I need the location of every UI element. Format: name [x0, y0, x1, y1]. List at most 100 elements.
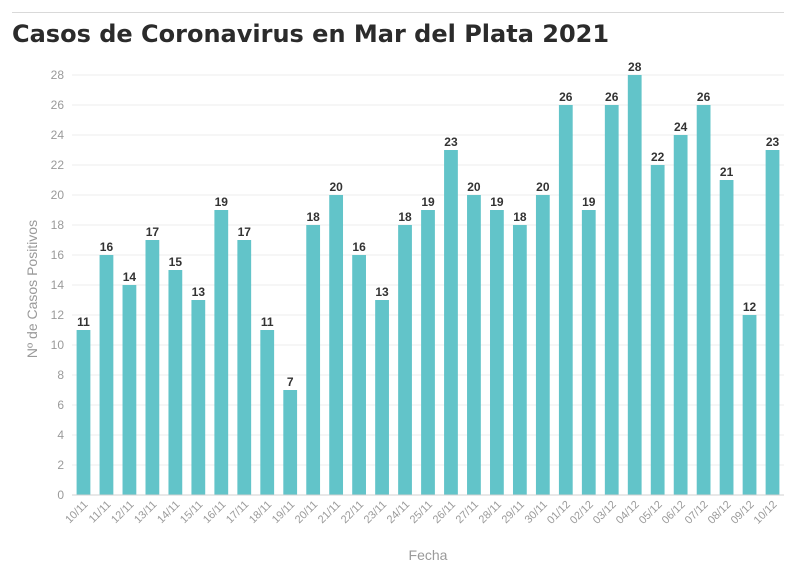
y-tick-label: 28	[51, 68, 65, 82]
y-tick-label: 6	[57, 398, 64, 412]
y-tick-label: 10	[51, 338, 65, 352]
data-label: 20	[467, 180, 481, 194]
bar	[490, 210, 504, 495]
bar	[145, 240, 160, 495]
top-divider	[12, 12, 784, 13]
bar	[742, 315, 757, 495]
bar	[719, 180, 734, 495]
bar	[352, 255, 366, 495]
bar	[76, 330, 91, 495]
bar	[696, 105, 711, 495]
x-tick-label: 03/12	[591, 499, 619, 527]
bars	[76, 75, 780, 495]
bar	[283, 390, 298, 495]
x-tick-label: 04/12	[614, 499, 642, 527]
x-tick-label: 18/11	[247, 499, 274, 526]
x-tick-label: 19/11	[270, 499, 297, 526]
x-tick-label: 29/11	[500, 499, 527, 526]
x-tick-label: 12/11	[109, 499, 136, 526]
x-tick-label: 11/11	[87, 499, 114, 526]
data-label: 20	[329, 180, 343, 194]
data-label: 15	[169, 255, 183, 269]
y-tick-label: 2	[57, 458, 64, 472]
y-tick-label: 26	[51, 98, 65, 112]
x-tick-label: 27/11	[454, 499, 481, 526]
bar	[535, 195, 550, 495]
bar	[398, 225, 412, 495]
x-axis-ticks: 10/1111/1112/1113/1114/1115/1116/1117/11…	[63, 499, 779, 527]
y-tick-label: 24	[51, 128, 65, 142]
bar	[329, 195, 344, 495]
bar	[191, 300, 206, 495]
x-tick-label: 05/12	[637, 499, 665, 527]
bar	[558, 105, 573, 495]
x-tick-label: 22/11	[339, 499, 366, 526]
data-labels: 11 16 14 17 15 13 19 17 11 7 18 20 16 13 18 19 23 20 19 18 2…	[77, 60, 779, 389]
x-tick-label: 30/11	[523, 499, 550, 526]
x-tick-label: 01/12	[545, 499, 573, 527]
x-tick-label: 17/11	[224, 499, 251, 526]
bar	[421, 210, 435, 495]
data-label: 26	[605, 90, 619, 104]
data-label: 13	[192, 285, 206, 299]
data-label: 11	[77, 315, 90, 329]
bar	[260, 330, 275, 495]
x-tick-label: 16/11	[201, 499, 228, 526]
data-label: 16	[100, 240, 114, 254]
x-tick-label: 21/11	[316, 499, 343, 526]
bar	[512, 225, 527, 495]
x-tick-label: 26/11	[431, 499, 458, 526]
x-tick-label: 25/11	[408, 499, 435, 526]
y-tick-label: 20	[51, 188, 65, 202]
bar	[99, 255, 114, 495]
bar	[237, 240, 252, 495]
bar	[581, 210, 596, 495]
chart-title: Casos de Coronavirus en Mar del Plata 20…	[12, 20, 610, 48]
x-tick-label: 10/11	[63, 499, 90, 526]
bar	[467, 195, 481, 495]
x-tick-label: 13/11	[132, 499, 159, 526]
data-label: 18	[513, 210, 527, 224]
data-label: 26	[697, 90, 711, 104]
x-tick-label: 15/11	[178, 499, 205, 526]
data-label: 17	[238, 225, 252, 239]
data-label: 7	[287, 375, 294, 389]
x-tick-label: 23/11	[362, 499, 389, 526]
x-tick-label: 06/12	[660, 499, 688, 527]
y-tick-label: 16	[51, 248, 65, 262]
x-axis-title: Fecha	[409, 547, 448, 563]
bar	[375, 300, 389, 495]
data-label: 14	[123, 270, 137, 284]
data-label: 18	[306, 210, 320, 224]
x-tick-label: 28/11	[477, 499, 504, 526]
y-tick-label: 14	[51, 278, 65, 292]
x-tick-label: 10/12	[752, 499, 780, 527]
data-label: 23	[766, 135, 780, 149]
data-label: 23	[444, 135, 458, 149]
bar	[444, 150, 458, 495]
data-label: 22	[651, 150, 665, 164]
data-label: 19	[490, 195, 504, 209]
data-label: 16	[352, 240, 366, 254]
x-tick-label: 20/11	[293, 499, 320, 526]
data-label: 11	[261, 315, 274, 329]
data-label: 20	[536, 180, 550, 194]
bar	[673, 135, 688, 495]
y-tick-label: 4	[57, 428, 64, 442]
x-tick-label: 24/11	[385, 499, 412, 526]
y-tick-label: 0	[57, 488, 64, 502]
data-label: 13	[375, 285, 389, 299]
y-tick-label: 22	[51, 158, 65, 172]
x-tick-label: 02/12	[568, 499, 596, 527]
x-tick-label: 07/12	[683, 499, 711, 527]
data-label: 19	[421, 195, 435, 209]
data-label: 12	[743, 300, 757, 314]
data-label: 26	[559, 90, 573, 104]
data-label: 28	[628, 60, 642, 74]
y-tick-label: 18	[51, 218, 65, 232]
y-tick-label: 12	[51, 308, 65, 322]
data-label: 24	[674, 120, 688, 134]
bar	[122, 285, 137, 495]
x-tick-label: 14/11	[155, 499, 182, 526]
